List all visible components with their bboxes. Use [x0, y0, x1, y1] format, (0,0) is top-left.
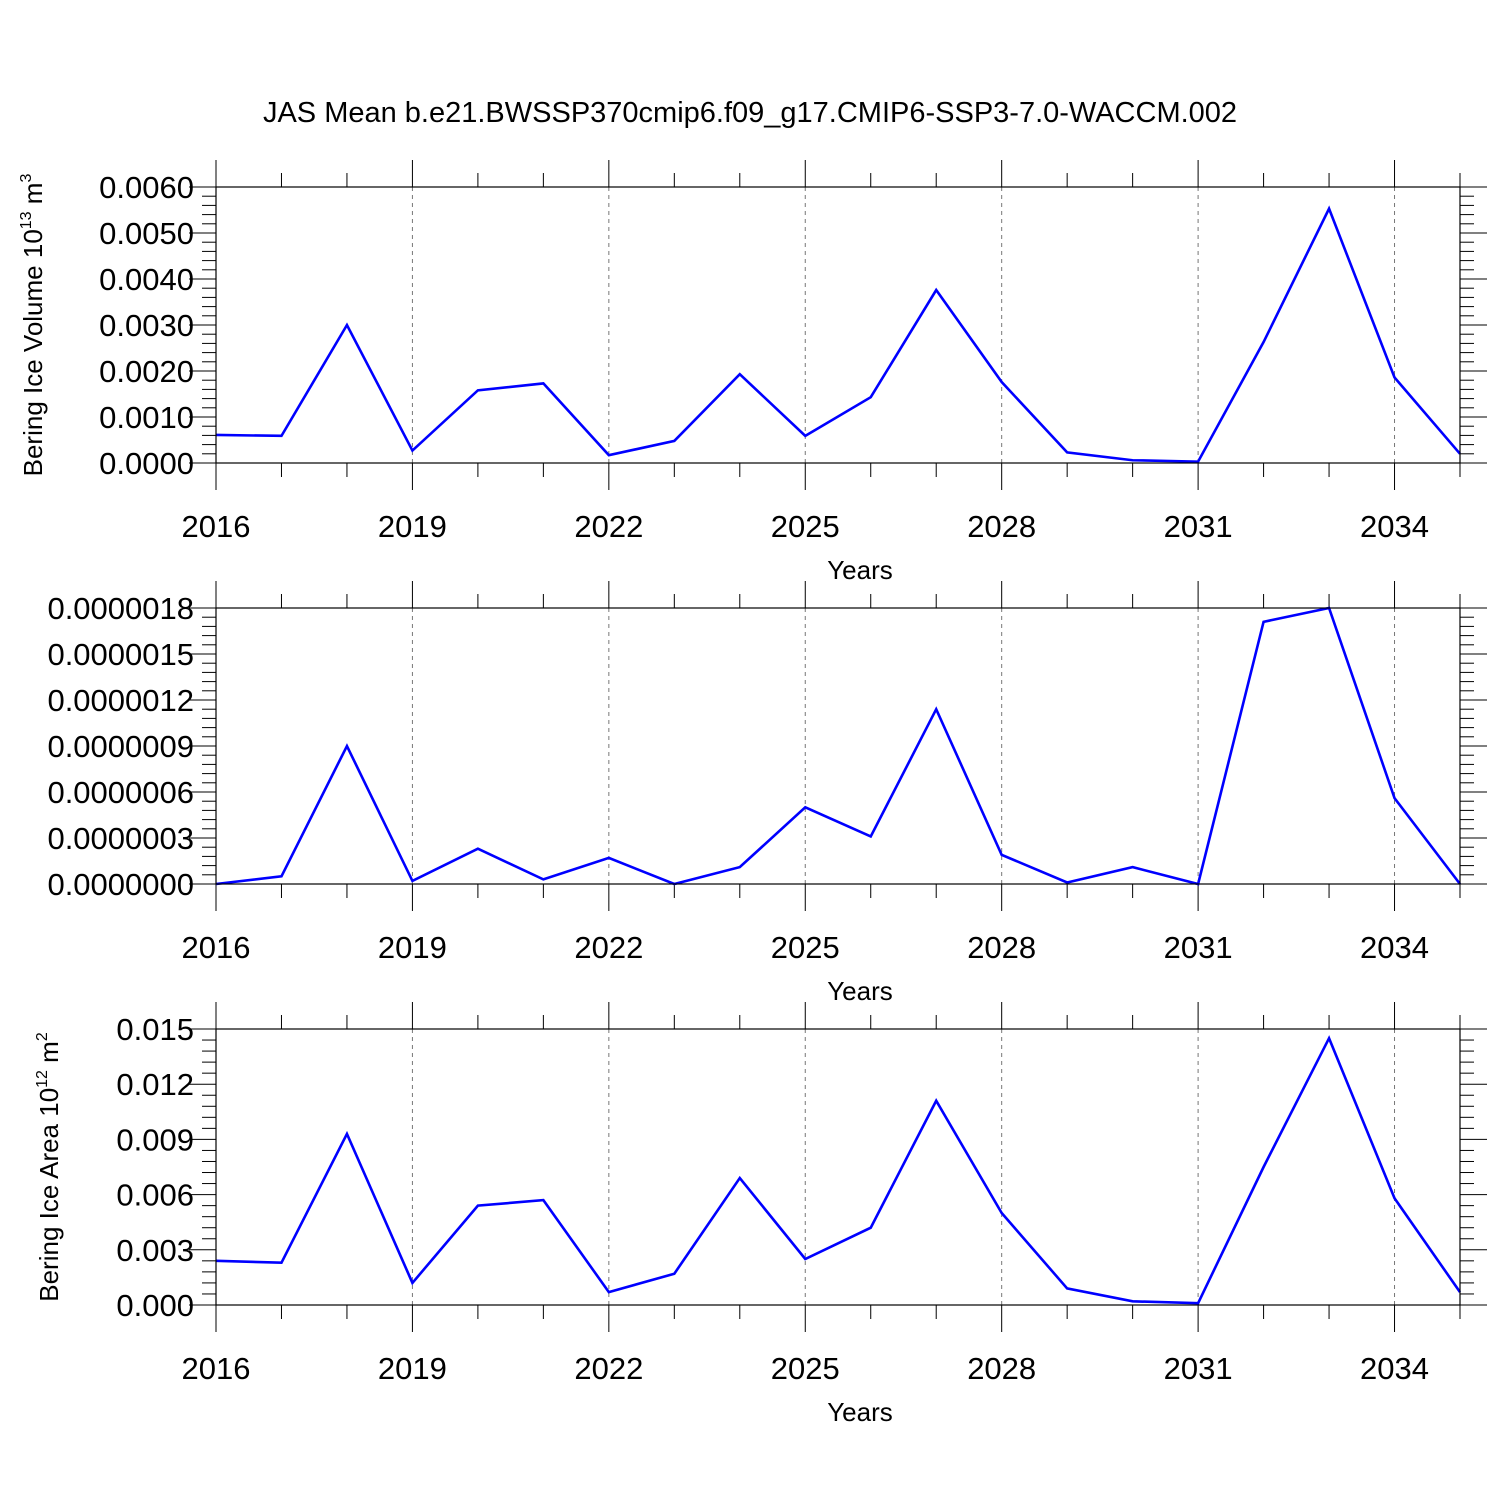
- y-axis-title-unit-exponent: 2: [34, 1032, 51, 1041]
- x-tick-label: 2031: [1164, 1351, 1233, 1386]
- panels-group: 0.0000 0.0010 0.0020 0.0030 0.0040 0.0050 0.00…: [18, 160, 1487, 1427]
- y-tick-label: 0.0000003: [47, 821, 194, 856]
- y-tick-label: 0.0020: [99, 354, 194, 389]
- y-axis-title: Bering Ice Volume 1013 m3: [18, 174, 48, 477]
- y-axis-title-text: Bering Ice Volume 10: [18, 229, 48, 476]
- y-tick-label: 0.0000018: [47, 591, 194, 626]
- x-tick-label: 2019: [378, 509, 447, 544]
- y-tick-label: 0.0030: [99, 308, 194, 343]
- x-tick-label: 2028: [967, 930, 1036, 965]
- y-tick-label: 0.0000009: [47, 729, 194, 764]
- x-tick-label: 2034: [1360, 930, 1429, 965]
- x-tick-label: 2034: [1360, 1351, 1429, 1386]
- y-tick-label: 0.0000: [99, 446, 194, 481]
- x-tick-label: 2031: [1164, 930, 1233, 965]
- x-tick-label: 2025: [771, 509, 840, 544]
- y-tick-label: 0.000: [116, 1288, 194, 1323]
- y-tick-label: 0.0060: [99, 170, 194, 205]
- x-tick-label: 2016: [182, 930, 251, 965]
- series-line: [216, 608, 1460, 884]
- x-tick-label: 2028: [967, 1351, 1036, 1386]
- x-tick-label: 2022: [574, 1351, 643, 1386]
- y-axis-title-exponent: 13: [18, 211, 35, 229]
- x-tick-label: 2019: [378, 1351, 447, 1386]
- x-axis-title: Years: [827, 1397, 893, 1427]
- y-tick-label: 0.0050: [99, 216, 194, 251]
- chart-panel-1: 0.0000 0.0010 0.0020 0.0030 0.0040 0.0050 0.00…: [18, 160, 1487, 585]
- y-axis-title-unit: m: [34, 1041, 64, 1070]
- y-axis-title-exponent: 12: [34, 1070, 51, 1088]
- plot-frame: [216, 608, 1460, 884]
- x-axis-title: Years: [827, 976, 893, 1006]
- y-tick-label: 0.009: [116, 1122, 194, 1157]
- series-line: [216, 209, 1460, 462]
- x-tick-label: 2022: [574, 930, 643, 965]
- x-tick-label: 2031: [1164, 509, 1233, 544]
- y-tick-label: 0.0000012: [47, 683, 194, 718]
- y-tick-label: 0.012: [116, 1067, 194, 1102]
- y-tick-label: 0.015: [116, 1012, 194, 1047]
- x-tick-label: 2016: [182, 509, 251, 544]
- x-tick-label: 2025: [771, 930, 840, 965]
- y-tick-label: 0.0000000: [47, 867, 194, 902]
- plot-frame: [216, 187, 1460, 463]
- y-tick-label: 0.003: [116, 1233, 194, 1268]
- y-tick-label: 0.0010: [99, 400, 194, 435]
- x-tick-label: 2034: [1360, 509, 1429, 544]
- x-tick-label: 2019: [378, 930, 447, 965]
- y-axis-title-unit: m: [18, 183, 48, 212]
- y-tick-label: 0.0000015: [47, 637, 194, 672]
- y-axis-title: Bering Ice Area 1012 m2: [34, 1032, 64, 1302]
- y-tick-label: 0.0040: [99, 262, 194, 297]
- x-tick-label: 2028: [967, 509, 1036, 544]
- chart-panel-3: 0.000 0.003 0.006 0.009 0.012 0.015 2016 2019 20…: [34, 1002, 1487, 1427]
- x-tick-label: 2025: [771, 1351, 840, 1386]
- chart-title: JAS Mean b.e21.BWSSP370cmip6.f09_g17.CMI…: [263, 97, 1237, 129]
- x-tick-label: 2022: [574, 509, 643, 544]
- y-tick-label: 0.006: [116, 1178, 194, 1213]
- chart-panel-2: 0.0000000 0.0000003 0.0000006 0.0000009 0.00…: [47, 581, 1487, 1006]
- series-line: [216, 1038, 1460, 1303]
- y-tick-label: 0.0000006: [47, 775, 194, 810]
- y-axis-title-text: Bering Ice Area 10: [34, 1088, 64, 1302]
- x-tick-label: 2016: [182, 1351, 251, 1386]
- y-axis-title-unit-exponent: 3: [18, 174, 35, 183]
- x-axis-title: Years: [827, 555, 893, 585]
